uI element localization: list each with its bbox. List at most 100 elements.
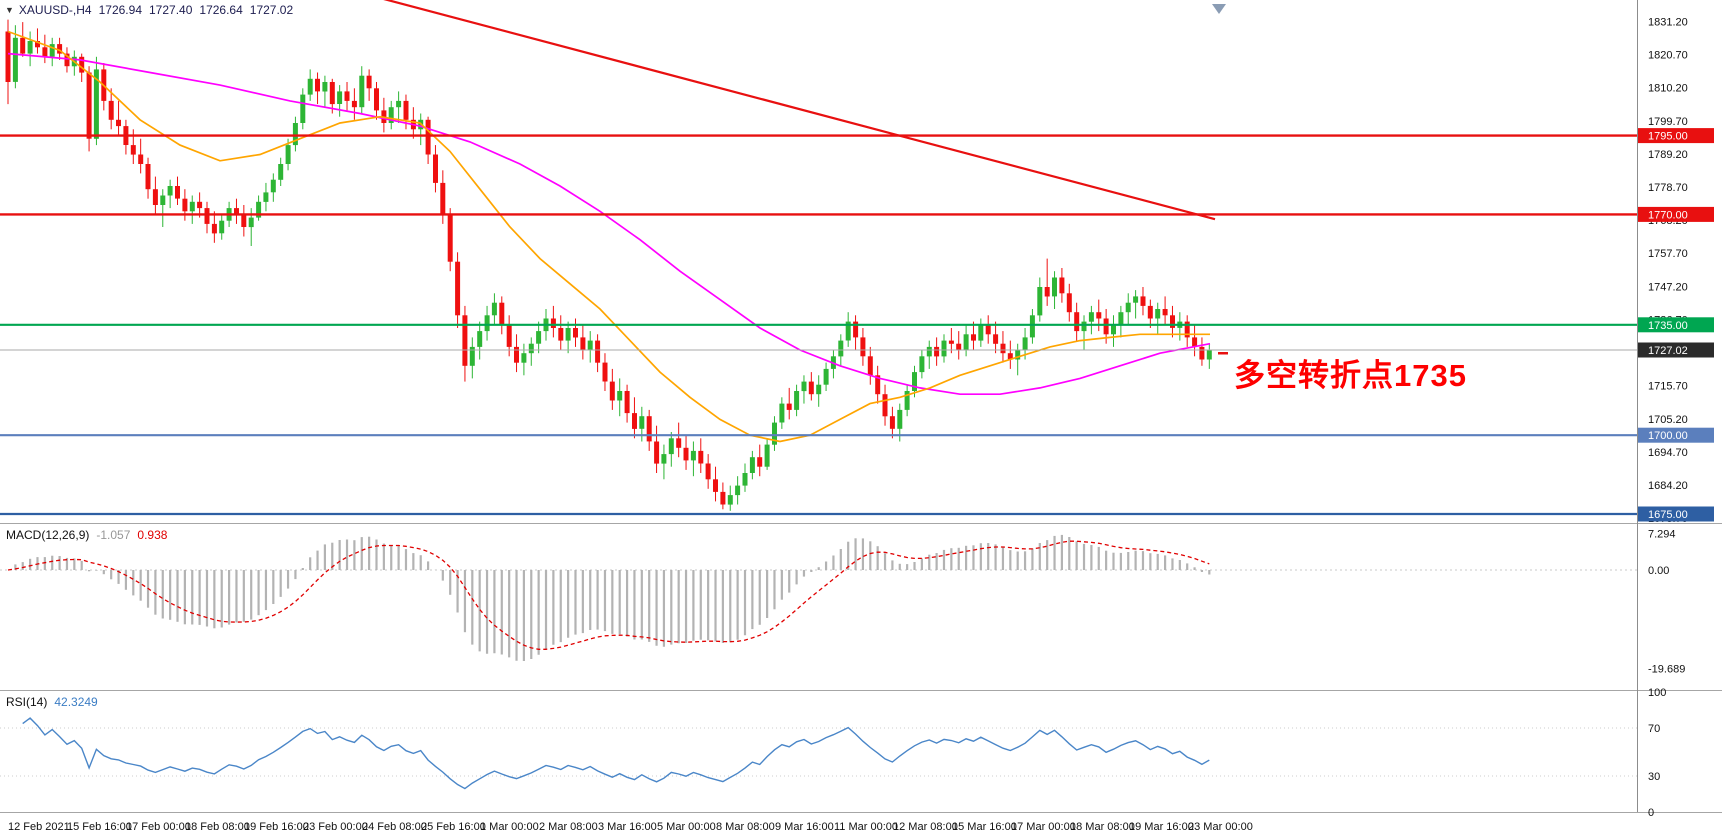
time-axis-label: 18 Feb 08:00: [185, 821, 250, 833]
candle: [160, 189, 166, 227]
candle: [867, 346, 873, 385]
price-badge: [1638, 317, 1714, 333]
time-axis-label: 8 Mar 08:00: [716, 821, 775, 833]
candle: [234, 198, 239, 224]
chart-text-annotation[interactable]: 多空转折点1735: [1234, 358, 1467, 393]
candle: [1081, 315, 1087, 350]
candle: [219, 214, 225, 240]
rsi-axis-label: 0: [1648, 807, 1654, 819]
candle: [985, 315, 991, 344]
candle: [764, 438, 770, 470]
candle: [1044, 258, 1050, 306]
candle: [676, 422, 682, 458]
time-axis-label: 1 Mar 00:00: [480, 821, 539, 833]
time-axis-label: 18 Mar 08:00: [1070, 821, 1135, 833]
symbol-period-label: XAUUSD-,H4: [18, 3, 92, 17]
candle: [794, 384, 800, 417]
candle: [801, 375, 807, 404]
candle: [668, 432, 674, 467]
price-badge-text: 1700.00: [1648, 430, 1688, 442]
rsi-axis-label: 100: [1648, 687, 1666, 699]
symbol-dropdown-icon[interactable]: ▼: [5, 5, 14, 15]
candle: [292, 116, 298, 152]
candle: [108, 88, 114, 130]
price-axis-label: 1810.20: [1648, 83, 1688, 95]
candle: [1162, 296, 1168, 325]
price-badge: [1638, 128, 1714, 144]
candle: [978, 318, 984, 347]
price-axis-label: 1684.20: [1648, 480, 1688, 492]
candle: [1059, 268, 1065, 303]
candle: [514, 334, 519, 373]
candle: [661, 444, 667, 480]
candle: [823, 362, 829, 391]
ohlc-close: 1727.02: [249, 3, 294, 17]
rsi-indicator-label: RSI(14) 42.3249: [6, 695, 98, 709]
candle: [167, 179, 173, 209]
candle: [189, 195, 195, 224]
price-axis-label: 1831.20: [1648, 16, 1688, 28]
candle: [175, 176, 180, 205]
candle: [617, 378, 623, 417]
candle: [462, 305, 468, 382]
candle: [256, 195, 262, 221]
candle: [425, 116, 431, 164]
trend-line[interactable]: [340, 0, 1216, 221]
candle: [491, 293, 497, 325]
candle: [705, 454, 711, 489]
candle: [307, 69, 313, 101]
candle: [1037, 277, 1043, 322]
candle: [587, 331, 593, 363]
candle: [1088, 305, 1094, 335]
candle: [565, 321, 571, 354]
candle: [57, 37, 63, 60]
candle: [1184, 315, 1190, 347]
price-axis-label: 1789.20: [1648, 149, 1688, 161]
candle: [853, 315, 859, 350]
candle: [506, 315, 512, 357]
candle: [152, 176, 158, 215]
candle: [241, 205, 247, 237]
price-pointer-icon: [1218, 352, 1228, 355]
candlestick-series: [5, 19, 1212, 511]
candle: [270, 173, 276, 202]
candle: [86, 66, 92, 152]
price-badge: [1638, 206, 1714, 222]
price-axis-label: 1705.20: [1648, 414, 1688, 426]
candle: [116, 100, 121, 136]
candle: [963, 324, 969, 357]
ohlc-high: 1727.40: [149, 3, 193, 17]
macd-name: MACD(12,26,9): [6, 528, 90, 542]
candle: [12, 25, 18, 89]
candle: [145, 157, 151, 199]
time-axis-label: 15 Mar 16:00: [952, 821, 1017, 833]
candle: [374, 82, 379, 120]
chart-shift-triangle-icon[interactable]: [1212, 4, 1226, 14]
time-axis-label: 23 Mar 00:00: [1188, 821, 1253, 833]
candle: [1206, 343, 1212, 369]
candle: [322, 75, 328, 108]
candle: [1199, 337, 1205, 366]
candle: [64, 47, 70, 73]
candle: [919, 350, 925, 379]
rsi-axis-label: 30: [1648, 771, 1660, 783]
candle: [5, 19, 11, 105]
candle: [720, 482, 726, 510]
candle: [882, 384, 888, 426]
rsi-value: 42.3249: [54, 695, 98, 709]
time-axis-label: 25 Feb 16:00: [421, 821, 486, 833]
candle: [469, 337, 475, 379]
price-axis-label: 1799.70: [1648, 116, 1688, 128]
candle: [1000, 331, 1006, 363]
candle: [528, 337, 534, 366]
candle: [499, 296, 505, 335]
time-axis-label: 19 Mar 16:00: [1129, 821, 1194, 833]
candle: [698, 438, 704, 473]
candle: [388, 100, 394, 130]
price-axis-label: 1715.70: [1648, 381, 1688, 393]
time-axis-label: 12 Feb 2021: [8, 821, 70, 833]
macd-axis-label: 7.294: [1648, 529, 1676, 541]
